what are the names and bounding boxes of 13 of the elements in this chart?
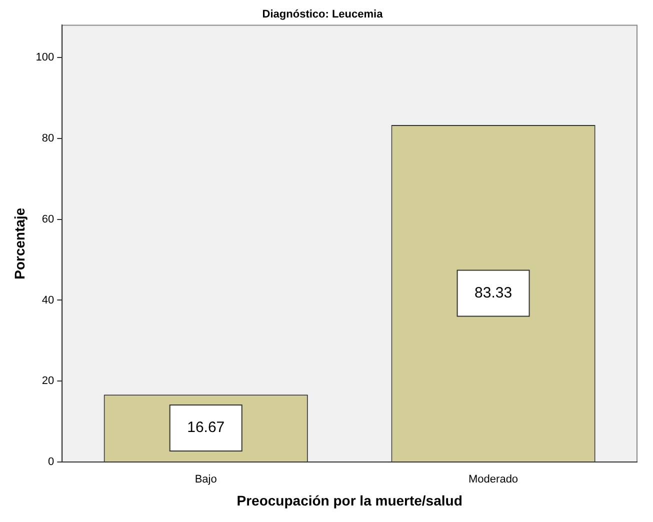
y-tick-label: 20 <box>42 375 54 388</box>
y-tick-label: 60 <box>42 213 54 226</box>
y-tick-label: 40 <box>42 294 54 306</box>
data-label: 83.33 <box>474 284 512 302</box>
chart-title: Diagnóstico: Leucemia <box>262 8 384 21</box>
y-tick-label: 100 <box>36 52 54 64</box>
x-tick-label: Bajo <box>194 474 217 486</box>
x-tick-label: Moderado <box>468 474 518 486</box>
data-label: 16.67 <box>187 419 225 436</box>
y-axis-title: Porcentaje <box>11 208 28 280</box>
x-axis-title: Preocupación por la muerte/salud <box>236 492 462 508</box>
y-tick-label: 0 <box>48 456 54 468</box>
y-tick-label: 80 <box>42 132 54 144</box>
